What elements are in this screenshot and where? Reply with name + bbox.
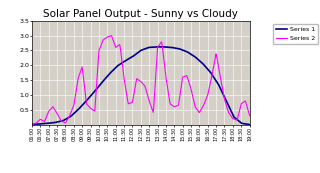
Series 2 bbox=[209, 80, 213, 82]
Line: Series 2: Series 2 bbox=[32, 36, 250, 125]
Series 2 bbox=[243, 100, 247, 102]
Series 2 bbox=[248, 115, 252, 117]
Series 1 bbox=[243, 123, 247, 125]
Series 1 bbox=[135, 53, 139, 55]
Legend: Series 1, Series 2: Series 1, Series 2 bbox=[273, 24, 318, 44]
Series 1 bbox=[209, 72, 213, 74]
Series 1 bbox=[160, 46, 164, 48]
Series 1 bbox=[155, 46, 159, 48]
Series 1 bbox=[148, 46, 152, 48]
Series 2 bbox=[30, 124, 34, 126]
Series 1 bbox=[248, 124, 252, 126]
Series 2 bbox=[148, 103, 152, 105]
Title: Solar Panel Output - Sunny vs Cloudy: Solar Panel Output - Sunny vs Cloudy bbox=[44, 9, 238, 19]
Series 2 bbox=[160, 42, 164, 44]
Series 1 bbox=[30, 124, 34, 126]
Line: Series 1: Series 1 bbox=[32, 47, 250, 125]
Series 2 bbox=[135, 78, 139, 80]
Series 1 bbox=[133, 53, 137, 56]
Series 2 bbox=[109, 35, 113, 37]
Series 2 bbox=[134, 82, 138, 84]
